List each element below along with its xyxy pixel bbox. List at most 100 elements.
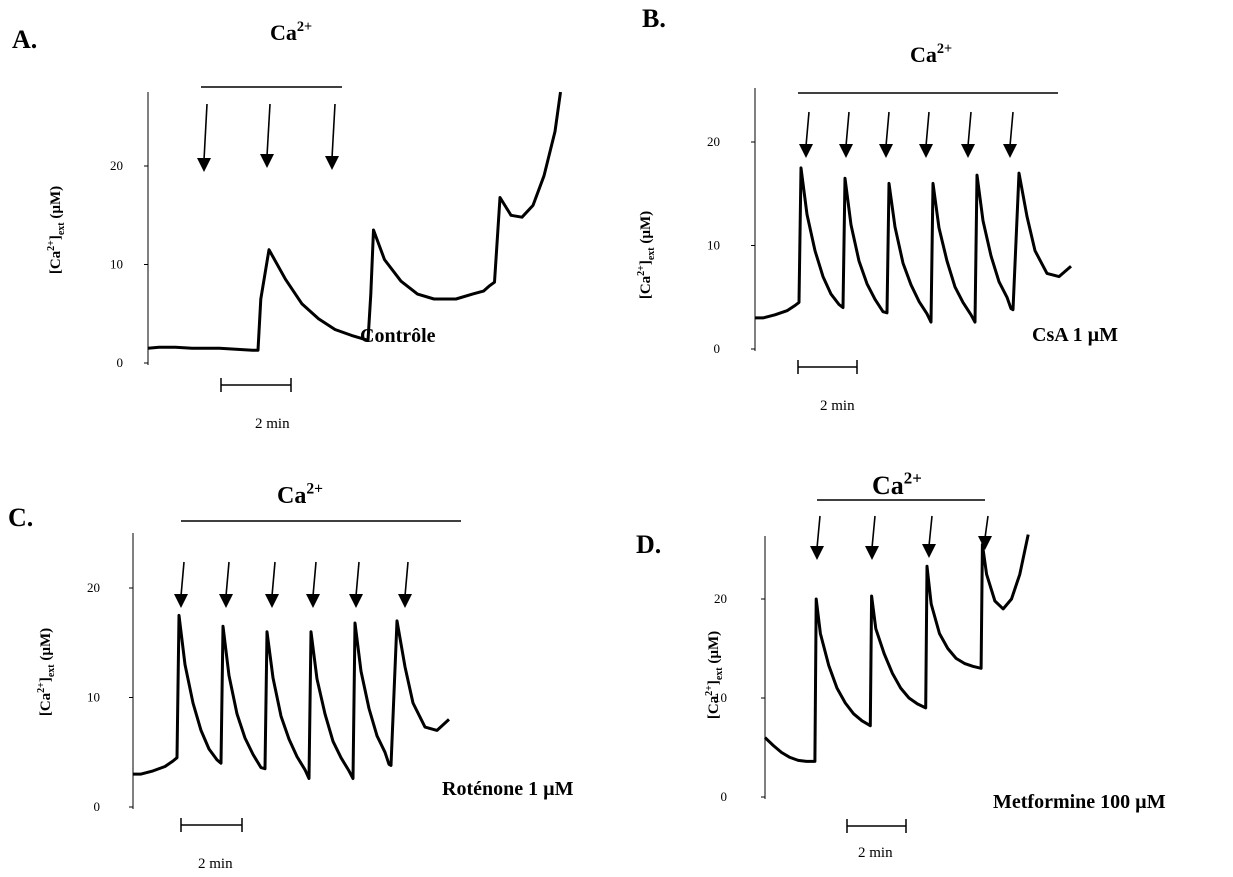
arrow-head xyxy=(398,594,412,608)
addition-arrow xyxy=(349,561,363,608)
panel-c: C. 0 10 20 [Ca2+]ext (µM) Ca2+ Roténone 1 µM 2 … xyxy=(8,480,574,872)
calcium-trace xyxy=(147,91,562,352)
y-axis-label: [Ca2+]ext (µM) xyxy=(704,631,725,719)
arrow-shaft xyxy=(928,515,933,547)
addition-arrow xyxy=(961,111,975,158)
time-scale-bar xyxy=(180,818,243,832)
addition-arrow xyxy=(398,561,412,608)
arrow-head xyxy=(919,144,933,158)
y-axis-label: [Ca2+]ext (µM) xyxy=(46,186,67,274)
arrow-shaft xyxy=(271,561,276,597)
calcium-label: Ca2+ xyxy=(277,480,323,509)
calcium-label: Ca2+ xyxy=(270,19,312,45)
addition-arrow xyxy=(919,111,933,158)
condition-label: CsA 1 µM xyxy=(1032,324,1118,346)
addition-arrow xyxy=(197,103,211,172)
addition-arrow xyxy=(879,111,893,158)
arrow-head xyxy=(260,154,274,168)
time-scale-bar xyxy=(220,378,292,392)
condition-label: Contrôle xyxy=(360,325,436,347)
condition-label: Metformine 100 µM xyxy=(993,791,1166,813)
scale-bar-label: 2 min xyxy=(820,398,855,414)
panel-letter: B. xyxy=(642,4,666,33)
arrow-head xyxy=(865,546,879,560)
y-axis-label-text: [Ca2+]ext (µM) xyxy=(46,186,67,274)
arrow-shaft xyxy=(312,561,317,597)
arrow-shaft xyxy=(180,561,185,597)
y-axis-label-text: [Ca2+]ext (µM) xyxy=(704,631,725,719)
calcium-label: Ca2+ xyxy=(872,469,922,500)
addition-arrow xyxy=(325,103,339,170)
scale-bar-label: 2 min xyxy=(858,845,893,861)
panel-letter: C. xyxy=(8,503,33,532)
y-tick-label: 0 xyxy=(721,789,728,804)
y-tick-label: 10 xyxy=(110,257,123,272)
y-tick-label: 0 xyxy=(94,799,101,814)
arrow-head xyxy=(349,594,363,608)
y-tick-label: 10 xyxy=(707,238,720,253)
arrow-shaft xyxy=(355,561,360,597)
addition-arrow xyxy=(799,111,813,158)
arrow-head xyxy=(325,156,339,170)
y-tick-label: 0 xyxy=(714,341,721,356)
y-tick-label: 0 xyxy=(117,355,124,370)
y-axis-label-text: [Ca2+]ext (µM) xyxy=(636,211,657,299)
addition-arrow xyxy=(922,515,936,558)
calcium-trace xyxy=(755,166,1072,324)
scale-bar-label: 2 min xyxy=(255,416,290,432)
time-scale-bar xyxy=(846,819,907,833)
panel-letter: A. xyxy=(12,25,37,54)
y-tick-label: 20 xyxy=(714,591,727,606)
arrow-head xyxy=(978,536,992,550)
arrow-shaft xyxy=(203,103,208,161)
addition-arrow xyxy=(260,103,274,168)
y-tick-label: 20 xyxy=(110,158,123,173)
panel-a: A. 0 10 20 [Ca2+]ext (µM) Ca2+ Contrôle 2 min xyxy=(12,19,562,432)
panel-b: B. 0 10 20 [Ca2+]ext (µM) Ca2+ CsA 1 µM 2 min xyxy=(636,4,1118,414)
arrow-head xyxy=(197,158,211,172)
arrow-head xyxy=(839,144,853,158)
arrow-head xyxy=(810,546,824,560)
arrow-head xyxy=(219,594,233,608)
arrow-head xyxy=(961,144,975,158)
arrow-shaft xyxy=(925,111,930,147)
addition-arrow xyxy=(306,561,320,608)
arrow-shaft xyxy=(266,103,271,157)
addition-arrow xyxy=(810,515,824,560)
y-axis-label-text: [Ca2+]ext (µM) xyxy=(36,628,57,716)
y-tick-label: 10 xyxy=(714,690,727,705)
arrow-shaft xyxy=(845,111,850,147)
y-axis-label: [Ca2+]ext (µM) xyxy=(636,211,657,299)
addition-arrow xyxy=(839,111,853,158)
addition-arrow xyxy=(265,561,279,608)
calcium-label: Ca2+ xyxy=(910,41,952,67)
arrow-head xyxy=(1003,144,1017,158)
condition-label: Roténone 1 µM xyxy=(442,778,574,800)
y-tick-label: 10 xyxy=(87,690,100,705)
panel-letter: D. xyxy=(636,530,661,559)
arrow-shaft xyxy=(404,561,409,597)
arrow-head xyxy=(306,594,320,608)
arrow-shaft xyxy=(225,561,230,597)
arrow-head xyxy=(174,594,188,608)
arrow-shaft xyxy=(1009,111,1014,147)
addition-arrow xyxy=(978,515,992,550)
y-axis-label: [Ca2+]ext (µM) xyxy=(36,628,57,716)
arrow-head xyxy=(799,144,813,158)
arrow-shaft xyxy=(805,111,810,147)
addition-arrow xyxy=(219,561,233,608)
arrow-head xyxy=(265,594,279,608)
calcium-trace xyxy=(133,613,451,780)
addition-arrow xyxy=(865,515,879,560)
arrow-shaft xyxy=(331,103,336,159)
arrow-shaft xyxy=(967,111,972,147)
arrow-head xyxy=(879,144,893,158)
calcium-trace xyxy=(763,534,1030,763)
addition-arrow xyxy=(1003,111,1017,158)
addition-arrow xyxy=(174,561,188,608)
arrow-shaft xyxy=(984,515,989,539)
y-tick-label: 20 xyxy=(707,134,720,149)
scale-bar-label: 2 min xyxy=(198,856,233,872)
arrow-shaft xyxy=(871,515,876,549)
